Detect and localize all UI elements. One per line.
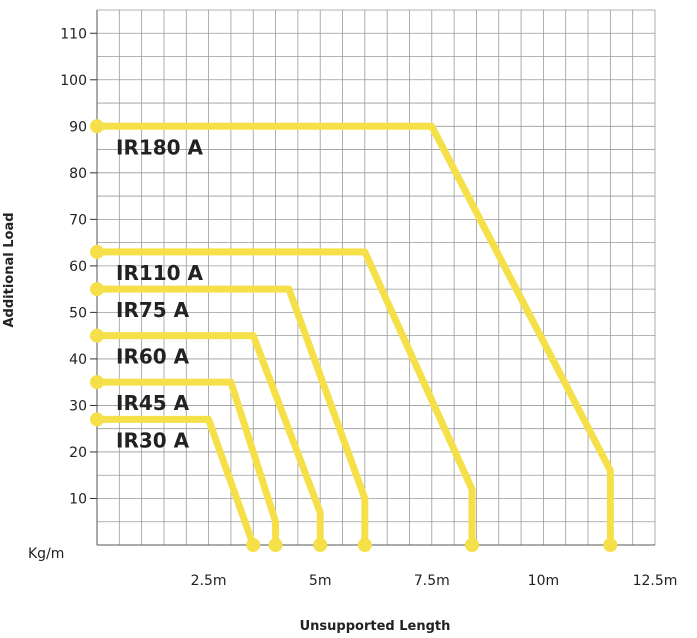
y-tick-label: 10 [69, 491, 87, 507]
y-axis-title: Additional Load [2, 212, 17, 327]
x-axis-title: Unsupported Length [300, 619, 451, 634]
series-start-point [90, 119, 104, 134]
x-tick-label: 7.5m [414, 573, 450, 589]
series-start-point [90, 375, 104, 390]
grid [96, 9, 656, 546]
series-end-point [246, 538, 261, 552]
y-tick-label: 80 [69, 166, 87, 182]
series-line [93, 122, 614, 549]
series-line [93, 378, 280, 549]
series-lines [90, 119, 618, 552]
series-start-point [90, 282, 104, 297]
series-line [93, 285, 369, 549]
series-label: IR75 A [116, 298, 190, 322]
series-end-point [603, 538, 618, 552]
series-end-point [313, 538, 328, 552]
y-tick-label: 70 [69, 212, 87, 228]
y-tick-label: 20 [69, 445, 87, 461]
series-end-point [357, 538, 372, 552]
series-label: IR60 A [116, 345, 190, 369]
series-end-point [464, 538, 479, 552]
y-tick-label: 30 [69, 398, 87, 414]
y-tick-label: 90 [69, 119, 87, 135]
x-tick-label: 10m [528, 573, 559, 589]
x-tick-label: 12.5m [633, 573, 678, 589]
series-label: IR180 A [116, 135, 204, 159]
y-tick-label: 60 [69, 259, 87, 275]
y-unit-label: Kg/m [28, 546, 64, 562]
series-line [93, 415, 257, 549]
series-label: IR30 A [116, 428, 190, 452]
y-tick-label: 100 [60, 73, 87, 89]
series-start-point [90, 244, 104, 259]
axis-ticks: 10 20 30 40 50 60 70 80 90 100 110 2.5m 5m 7.5m 10m 12.… [60, 26, 677, 589]
x-tick-label: 2.5m [191, 573, 227, 589]
series-line [93, 248, 476, 549]
series-start-point [90, 328, 104, 343]
series-line [93, 332, 324, 549]
y-tick-label: 50 [69, 305, 87, 321]
series-end-point [268, 538, 283, 552]
x-tick-label: 5m [309, 573, 332, 589]
y-tick-label: 40 [69, 352, 87, 368]
y-tick-label: 110 [60, 26, 87, 42]
series-label: IR110 A [116, 261, 204, 285]
series-labels: IR180 A IR110 A IR75 A IR60 A IR45 A IR30 A [116, 135, 204, 452]
series-label: IR45 A [116, 391, 190, 415]
series-start-point [90, 412, 104, 427]
